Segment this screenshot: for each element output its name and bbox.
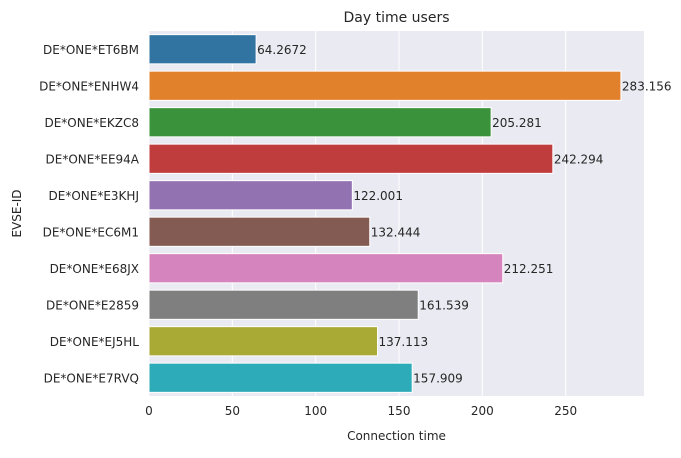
- y-tick-label: DE*ONE*EKZC8: [44, 116, 139, 130]
- bar-value-label: 161.539: [419, 298, 469, 312]
- bar-value-label: 122.001: [353, 189, 403, 203]
- bar-DE*ONE*ET6BM: [148, 34, 257, 65]
- y-axis-title: EVSE-ID: [10, 189, 24, 237]
- bar-DE*ONE*E2859: [148, 289, 419, 320]
- y-tick-label: DE*ONE*ENHW4: [39, 79, 139, 93]
- x-tick-label: 0: [145, 404, 153, 418]
- bar-DE*ONE*EKZC8: [148, 107, 492, 138]
- y-tick-label: DE*ONE*EJ5HL: [50, 335, 140, 349]
- x-axis-title: Connection time: [347, 429, 446, 443]
- value-labels: 64.2672 283.156 205.281 242.294 122.001 132.4…: [257, 43, 671, 386]
- y-tick-label: DE*ONE*ET6BM: [43, 43, 139, 57]
- bar-value-label: 205.281: [492, 116, 542, 130]
- y-tick-label: DE*ONE*EE94A: [46, 152, 140, 166]
- bars: [148, 34, 622, 393]
- y-tick-label: DE*ONE*E7RVQ: [44, 371, 139, 385]
- y-tick-label: DE*ONE*E3KHJ: [49, 189, 139, 203]
- bar-value-label: 132.444: [371, 225, 421, 239]
- bar-value-label: 212.251: [504, 262, 554, 276]
- bar-value-label: 137.113: [379, 335, 429, 349]
- bar-value-label: 283.156: [622, 79, 672, 93]
- y-tick-label: DE*ONE*EC6M1: [43, 225, 139, 239]
- bar-value-label: 242.294: [554, 152, 604, 166]
- bar-DE*ONE*ENHW4: [148, 70, 622, 101]
- x-tick-label: 50: [225, 404, 240, 418]
- x-tick-label: 100: [304, 404, 327, 418]
- x-tick-label: 250: [554, 404, 577, 418]
- bar-value-label: 64.2672: [257, 43, 307, 57]
- y-tick-label: DE*ONE*E2859: [46, 298, 139, 312]
- bar-DE*ONE*E68JX: [148, 253, 504, 284]
- bar-DE*ONE*EC6M1: [148, 216, 371, 247]
- bar-value-label: 157.909: [413, 371, 463, 385]
- bar-DE*ONE*E3KHJ: [148, 180, 353, 211]
- bar-DE*ONE*E7RVQ: [148, 362, 413, 393]
- bar-DE*ONE*EJ5HL: [148, 326, 379, 357]
- x-tick-label: 200: [471, 404, 494, 418]
- x-tick-labels: 0 50 100 150 200 250: [145, 404, 577, 418]
- y-tick-label: DE*ONE*E68JX: [50, 262, 139, 276]
- x-tick-label: 150: [388, 404, 411, 418]
- y-tick-labels: DE*ONE*ET6BM DE*ONE*ENHW4 DE*ONE*EKZC8 DE*O…: [39, 43, 140, 386]
- bar-DE*ONE*EE94A: [148, 143, 554, 174]
- chart-title: Day time users: [343, 10, 449, 26]
